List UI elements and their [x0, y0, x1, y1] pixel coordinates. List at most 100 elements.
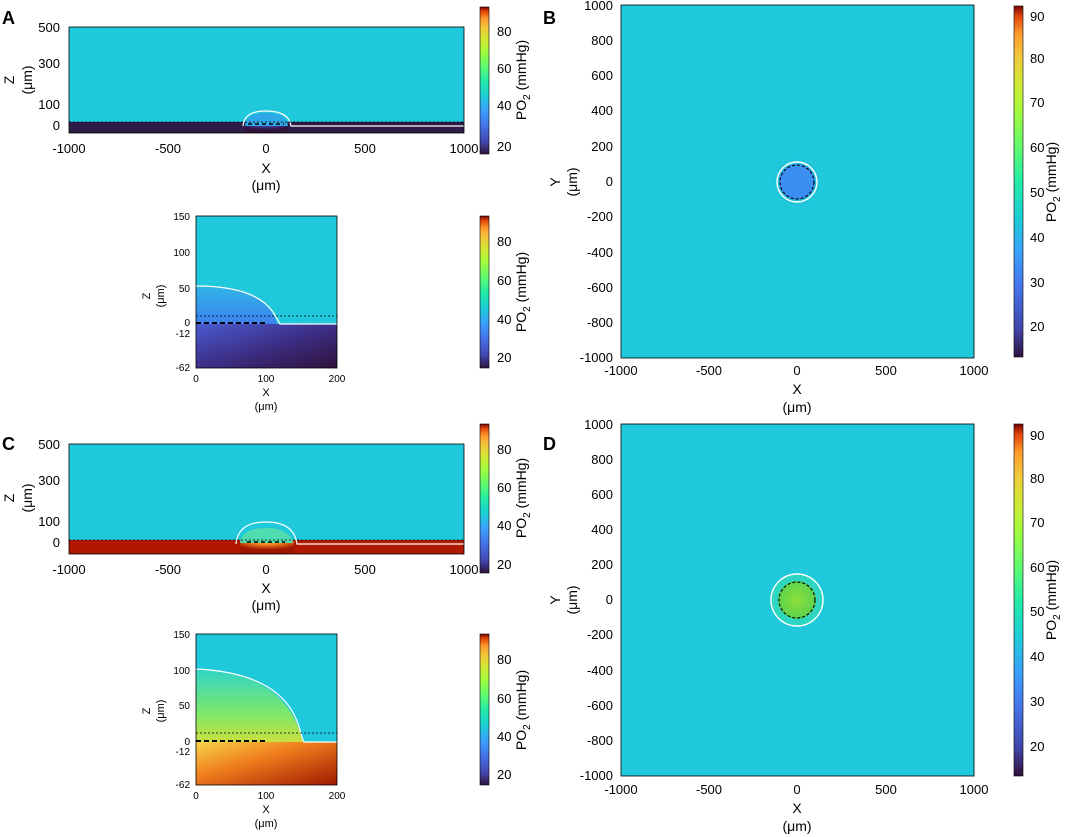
x-tick-label: -500: [696, 782, 722, 797]
colorbar-tick-label: 20: [497, 139, 511, 154]
x-tick-label: -500: [696, 363, 722, 378]
y-tick-label: 50: [179, 284, 191, 295]
colorbar-gradient: [1013, 5, 1024, 358]
y-tick-label: 150: [173, 630, 190, 641]
panel-c-inset-colorbar: 80 60 40 20 PO2 (mmHg): [479, 633, 533, 786]
colorbar-tick-label: 30: [1030, 275, 1044, 290]
colorbar-tick-label: 40: [1030, 230, 1044, 245]
panel-a-inset-colorbar: 80 60 40 20 PO2 (mmHg): [479, 215, 533, 369]
y-tick-label: 500: [38, 437, 60, 452]
y-axis-label: Z: [1, 75, 17, 84]
y-tick-label: -800: [587, 733, 613, 748]
x-tick-label: 0: [193, 791, 199, 802]
colorbar-tick-label: 80: [1030, 51, 1044, 66]
colorbar-tick-label: 40: [497, 729, 511, 744]
x-axis-unit: (μm): [255, 401, 278, 413]
panel-label-a: A: [2, 8, 15, 28]
y-tick-label: -12: [176, 329, 191, 340]
colorbar-tick-label: 60: [497, 480, 511, 495]
y-tick-labels: -62 -12 0 50 100 150: [173, 630, 190, 791]
y-tick-label: 400: [591, 103, 613, 118]
y-tick-label: 0: [53, 535, 60, 550]
substrate-under-cell: [240, 540, 294, 554]
x-tick-label: -1000: [604, 782, 637, 797]
substrate-dashed-circle: [779, 164, 815, 200]
plot-frame: [68, 26, 465, 134]
colorbar-gradient: [1013, 423, 1024, 777]
colorbar-tick-label: 70: [1030, 95, 1044, 110]
x-tick-label: 0: [793, 782, 800, 797]
y-tick-label: 200: [591, 557, 613, 572]
plot-frame: [68, 443, 465, 555]
cell-region: [778, 581, 816, 619]
y-tick-label: 150: [173, 212, 190, 223]
panel-a-colorbar: 80 60 40 20 PO2 (mmHg): [479, 6, 533, 155]
x-tick-labels: 0 100 200: [193, 791, 346, 802]
y-tick-label: 100: [38, 97, 60, 112]
colorbar-tick-label: 90: [1030, 9, 1044, 24]
y-tick-label: 300: [38, 473, 60, 488]
y-tick-label: 0: [606, 592, 613, 607]
y-axis-label: Z: [141, 292, 153, 299]
plot-background: [69, 27, 464, 122]
colorbar-tick-label: 40: [497, 518, 511, 533]
cell-boundary-circle: [770, 573, 824, 627]
plot-frame: [195, 215, 338, 369]
colorbar-tick-label: 40: [497, 312, 511, 327]
x-tick-labels: -1000 -500 0 500 1000: [52, 141, 478, 156]
colorbar-tick-label: 80: [497, 234, 511, 249]
colorbar-tick-label: 60: [497, 691, 511, 706]
y-axis-unit: (μm): [564, 167, 580, 196]
colorbar-tick-label: 70: [1030, 515, 1044, 530]
cell-region: [196, 669, 303, 742]
y-tick-label: -600: [587, 698, 613, 713]
colorbar-title: PO2 (mmHg): [513, 458, 533, 538]
substrate-region: [196, 742, 337, 785]
y-axis-unit: (μm): [19, 65, 35, 94]
colorbar-gradient: [479, 423, 490, 574]
panel-label-d: D: [543, 434, 556, 454]
x-tick-label: 500: [875, 363, 897, 378]
x-axis-label: X: [261, 160, 271, 176]
y-axis-unit: (μm): [155, 285, 167, 308]
colorbar-tick-label: 40: [497, 98, 511, 113]
colorbar-tick-label: 40: [1030, 649, 1044, 664]
colorbar-title: PO2 (mmHg): [513, 670, 533, 750]
plot-frame: [620, 423, 975, 777]
colorbar-tick-label: 20: [497, 767, 511, 782]
x-axis-unit: (μm): [251, 597, 280, 613]
x-tick-label: -500: [155, 562, 181, 577]
x-tick-label: 500: [875, 782, 897, 797]
panel-c-inset-plot: 0 100 200 -62 -12 0 50 100 150 X (μm) Z …: [141, 630, 346, 830]
cell-region: [245, 113, 288, 126]
substrate-dashed-circle: [778, 581, 816, 619]
panel-c-colorbar: 80 60 40 20 PO2 (mmHg): [479, 423, 533, 574]
x-tick-label: 1000: [960, 782, 989, 797]
y-axis-unit: (μm): [155, 700, 167, 723]
panel-a-inset-plot: 0 100 200 -62 -12 0 50 100 150 X (μm) Z …: [141, 212, 346, 413]
colorbar-tick-label: 80: [1030, 471, 1044, 486]
colorbar-tick-label: 80: [497, 24, 511, 39]
y-tick-label: 100: [173, 248, 190, 259]
x-tick-label: 0: [793, 363, 800, 378]
y-axis-label: Y: [547, 177, 563, 187]
y-tick-labels: -1000 -800 -600 -400 -200 0 200 400 600 …: [580, 417, 613, 783]
panel-c-main-plot: -1000 -500 0 500 1000 0 100 300 500 X (μ…: [1, 437, 478, 613]
y-axis-label: Y: [547, 595, 563, 605]
colorbar-tick-label: 30: [1030, 694, 1044, 709]
colorbar-tick-label: 60: [497, 61, 511, 76]
x-tick-label: -1000: [52, 562, 85, 577]
cell-boundary-line: [235, 521, 464, 545]
colorbar-gradient: [479, 215, 490, 369]
x-tick-labels: -1000 -500 0 500 1000: [604, 782, 988, 797]
x-axis-label: X: [262, 387, 270, 399]
x-axis-label: X: [792, 381, 802, 397]
x-tick-label: 1000: [450, 562, 479, 577]
substrate-region: [196, 324, 337, 368]
colorbar-title: PO2 (mmHg): [513, 252, 533, 332]
x-tick-label: 0: [262, 141, 269, 156]
colorbar-tick-label: 20: [1030, 739, 1044, 754]
y-tick-label: 100: [173, 666, 190, 677]
x-tick-label: 100: [258, 374, 275, 385]
